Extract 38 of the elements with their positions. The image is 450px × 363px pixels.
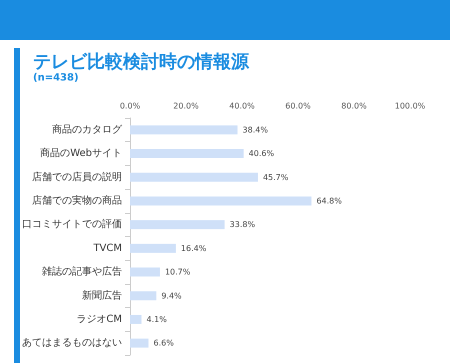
bar [130,338,148,348]
data-label: 45.7% [262,172,289,182]
y-tick-label: 店舗での実物の商品 [32,194,122,206]
bar [130,172,258,182]
x-tick-label: 0.0% [120,102,141,110]
y-tick-label: TVCM [92,242,122,254]
y-tick-label: 新聞広告 [82,289,122,302]
chart-subtitle: (n=438) [33,72,79,84]
x-tick-label: 80.0% [341,102,368,110]
data-label: 6.6% [153,338,174,348]
data-label: 16.4% [180,244,207,253]
y-tick-label: 店舗での店員の説明 [32,170,122,183]
y-tick-label: 雑誌の記事や広告 [42,266,122,278]
data-label: 10.7% [164,268,191,277]
bar [130,314,142,324]
y-tick-label: 商品のWebサイト [40,147,122,160]
data-label: 64.8% [316,196,342,206]
bar [130,268,160,277]
data-label: 40.6% [248,149,274,158]
bar [130,125,238,134]
bar [130,291,156,300]
y-tick-label: 商品のカタログ [52,123,123,136]
data-label: 33.8% [230,220,256,230]
x-tick-label: 40.0% [229,102,256,110]
x-tick-label: 100.0% [394,102,426,110]
data-label: 4.1% [146,314,168,324]
y-tick-label: 口コミサイトでの評価 [22,218,122,230]
bar [130,149,244,158]
data-label: 38.4% [242,125,268,134]
data-label: 9.4% [161,291,182,300]
x-tick-label: 20.0% [173,102,200,110]
y-tick-label: あてはまるものはない [22,338,122,349]
bar [130,220,225,230]
bar [130,244,176,253]
chart-title: テレビ比較検討時の情報源 [33,52,250,72]
bar [130,196,312,206]
x-tick-label: 60.0% [285,102,312,110]
y-tick-label: ラジオCM [76,314,122,325]
